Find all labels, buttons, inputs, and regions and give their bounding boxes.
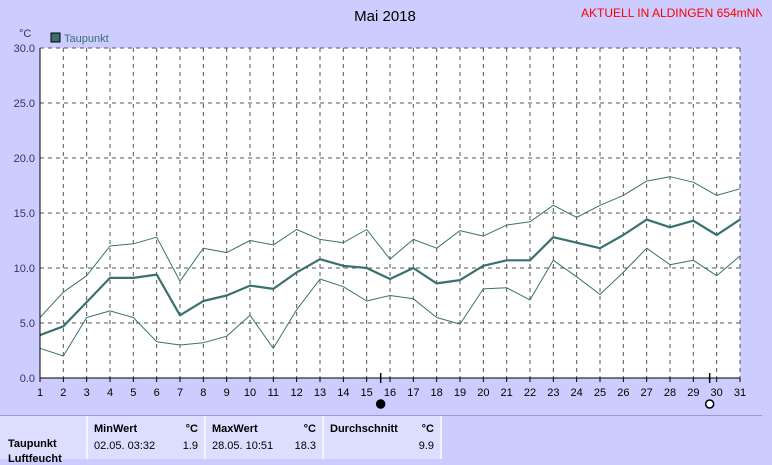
x-tick-label: 29 <box>687 387 699 399</box>
y-axis-unit: °C <box>19 28 31 40</box>
stats-min-cell: MinWert °C 02.05. 03:32 1.9 <box>88 416 206 459</box>
series-line-mean <box>39 218 741 337</box>
x-tick-label: 8 <box>200 387 206 399</box>
avg-header: Durchschnitt <box>330 423 398 435</box>
right-panel-edge <box>762 0 772 458</box>
y-tick-label: 25.0 <box>14 98 35 110</box>
legend-label: Taupunkt <box>64 33 109 45</box>
open-circle-icon <box>704 399 715 409</box>
x-tick-label: 10 <box>244 387 256 399</box>
x-tick-label: 25 <box>594 387 606 399</box>
x-tick-label: 7 <box>177 387 183 399</box>
max-unit: °C <box>303 423 316 435</box>
station-label: AKTUELL IN ALDINGEN 654mNN <box>581 6 762 20</box>
stats-row-label-2: Luftfeucht <box>8 453 62 465</box>
x-tick-label: 6 <box>154 387 160 399</box>
series-line-max <box>39 176 741 318</box>
filled-circle-icon <box>375 399 386 409</box>
chart: 0.05.010.015.020.025.030.0 1 2 3 4 5 6 7 8 9 10 11… <box>13 6 762 409</box>
stats-row-label: Taupunkt <box>8 438 57 450</box>
x-tick-label: 21 <box>501 387 513 399</box>
x-tick-label: 20 <box>477 387 489 399</box>
x-tick-label: 22 <box>524 387 536 399</box>
max-value: 18.3 <box>294 440 316 452</box>
x-tick-label: 2 <box>60 387 66 399</box>
x-tick-label: 19 <box>454 387 466 399</box>
max-date: 28.05. 10:51 <box>212 440 274 452</box>
x-tick-label: 17 <box>407 387 419 399</box>
avg-value: 9.9 <box>418 440 434 452</box>
x-tick-label: 5 <box>130 387 136 399</box>
grid <box>40 47 741 378</box>
y-tick-label: 10.0 <box>14 263 35 275</box>
x-tick-label: 27 <box>641 387 653 399</box>
x-tick-label: 15 <box>361 387 373 399</box>
x-tick-label: 18 <box>431 387 443 399</box>
chart-title: Mai 2018 <box>354 8 416 25</box>
min-header: MinWert <box>94 423 138 435</box>
y-tick-label: 20.0 <box>14 153 35 165</box>
series-lines <box>39 176 741 357</box>
x-tick-label: 30 <box>711 387 723 399</box>
min-value: 1.9 <box>182 440 198 452</box>
x-tick-label: 16 <box>384 387 396 399</box>
x-tick-label: 26 <box>617 387 629 399</box>
y-tick-label: 30.0 <box>14 43 35 55</box>
stats-max-cell: MaxWert °C 28.05. 10:51 18.3 <box>206 416 324 459</box>
x-tick-label: 24 <box>571 387 583 399</box>
series-line-min <box>39 247 741 357</box>
x-tick-label: 9 <box>224 387 230 399</box>
y-tick-label: 5.0 <box>20 318 35 330</box>
stats-label-cell: Taupunkt Luftfeucht <box>0 416 88 465</box>
y-tick-label: 15.0 <box>14 208 35 220</box>
x-tick-label: 28 <box>664 387 676 399</box>
x-tick-label: 31 <box>734 387 746 399</box>
x-tick-label: 1 <box>37 387 43 399</box>
x-tick-label: 4 <box>107 387 113 399</box>
legend-swatch <box>50 32 61 43</box>
min-unit: °C <box>185 423 198 435</box>
x-tick-label: 23 <box>547 387 559 399</box>
y-axis: 0.0 5.0 10.0 15.0 20.0 25.0 30.0 <box>14 43 35 385</box>
stats-avg-cell: Durchschnitt °C 9.9 <box>324 416 442 459</box>
y-tick-label: 0.0 <box>20 373 35 385</box>
max-header: MaxWert <box>212 423 258 435</box>
x-tick-label: 13 <box>314 387 326 399</box>
x-axis: 1 2 3 4 5 6 7 8 9 10 11 12 13 14 15 16 17 18 19 20 21 22 23 24 2… <box>37 378 746 399</box>
x-tick-label: 12 <box>291 387 303 399</box>
x-tick-label: 3 <box>84 387 90 399</box>
x-tick-label: 11 <box>268 387 279 399</box>
stats-panel: Taupunkt Luftfeucht MinWert °C 02.05. 03… <box>0 415 762 465</box>
x-tick-label: 14 <box>337 387 349 399</box>
min-date: 02.05. 03:32 <box>94 440 156 452</box>
avg-unit: °C <box>421 423 434 435</box>
